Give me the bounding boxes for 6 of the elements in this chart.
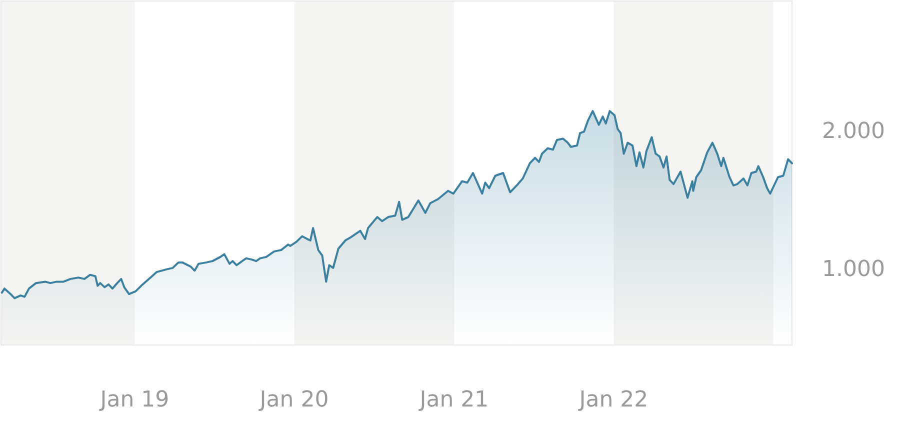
x-tick-label: Jan 21	[418, 388, 489, 412]
y-tick-label: 2.000	[822, 119, 885, 144]
x-tick-label: Jan 19	[98, 388, 170, 412]
x-tick-label: Jan 22	[577, 388, 648, 412]
y-tick-label: 1.000	[822, 256, 885, 282]
x-tick-label: Jan 20	[258, 388, 329, 412]
